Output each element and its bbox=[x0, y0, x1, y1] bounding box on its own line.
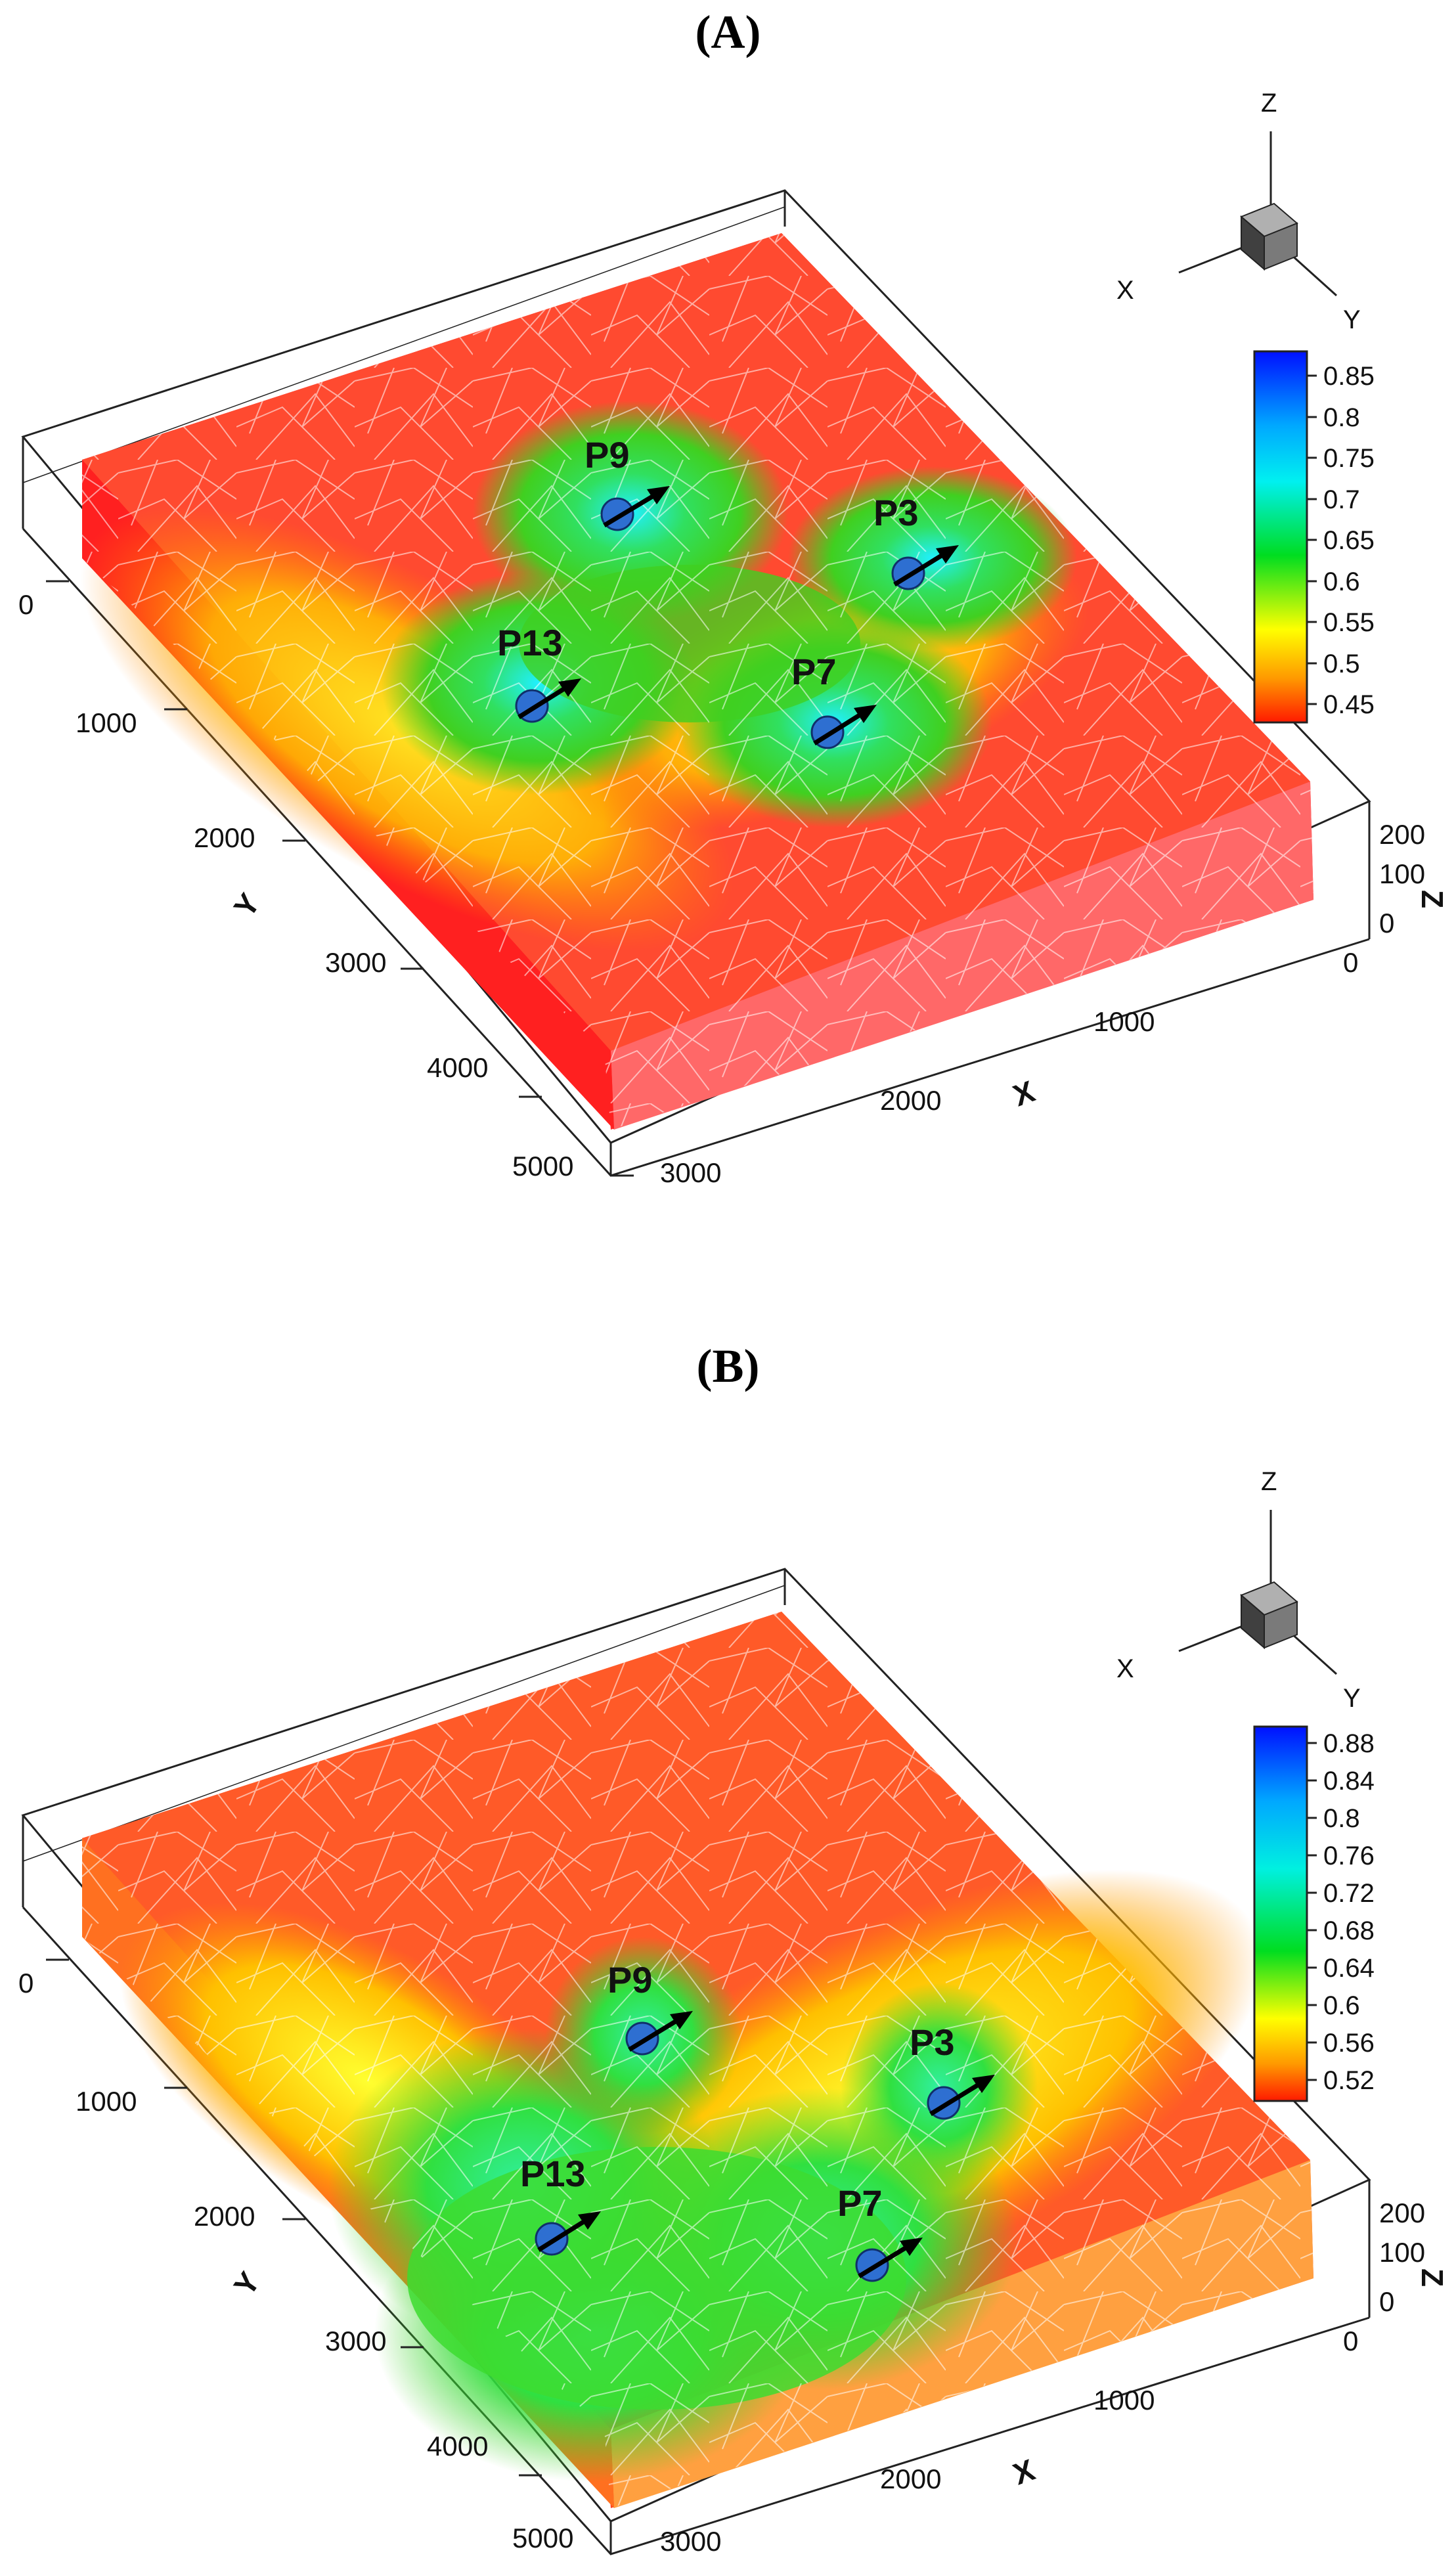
reservoir-block bbox=[82, 1612, 1313, 2508]
triad-y-label: Y bbox=[1343, 305, 1361, 334]
y-tick-0: 0 bbox=[18, 1968, 33, 1998]
y-axis bbox=[46, 580, 634, 1177]
orientation-triad: Z X Y bbox=[1116, 89, 1361, 334]
well-p3: P3 bbox=[873, 492, 959, 590]
well-label-p9: P9 bbox=[607, 1959, 653, 2000]
well-label-p13: P13 bbox=[497, 622, 563, 663]
colorbar-label: 0.7 bbox=[1323, 485, 1360, 514]
z-tick-200: 200 bbox=[1379, 819, 1425, 850]
well-p7: P7 bbox=[791, 651, 877, 749]
panel-b-title: (B) bbox=[0, 1339, 1456, 1394]
x-axis-title: X bbox=[1009, 1074, 1040, 1113]
colorbar-label: 0.85 bbox=[1323, 362, 1375, 391]
y-tick-2000: 2000 bbox=[194, 822, 255, 853]
triad-x-label: X bbox=[1116, 276, 1134, 305]
y-tick-4000: 4000 bbox=[427, 1052, 488, 1083]
colorbar-label: 0.8 bbox=[1323, 1804, 1360, 1833]
y-tick-3000: 3000 bbox=[325, 2326, 386, 2356]
colorbar-label: 0.45 bbox=[1323, 690, 1375, 719]
y-tick-0: 0 bbox=[18, 589, 33, 620]
well-label-p13: P13 bbox=[520, 2153, 586, 2194]
well-label-p7: P7 bbox=[837, 2182, 883, 2224]
panel-b-letter: B bbox=[712, 1340, 744, 1392]
z-tick-0: 0 bbox=[1379, 2286, 1394, 2317]
colorbar: 0.88 0.84 0.8 0.76 0.72 0.68 0.64 0.6 0.… bbox=[1253, 1725, 1375, 2102]
colorbar-label: 0.84 bbox=[1323, 1767, 1375, 1796]
well-label-p3: P3 bbox=[910, 2021, 955, 2063]
y-axis-title: Y bbox=[227, 2266, 267, 2302]
colorbar-label: 0.8 bbox=[1323, 403, 1360, 432]
colorbar: 0.85 0.8 0.75 0.7 0.65 0.6 0.55 0.5 0.45 bbox=[1253, 350, 1375, 724]
z-tick-100: 100 bbox=[1379, 2237, 1425, 2268]
well-p13: P13 bbox=[520, 2153, 601, 2256]
x-tick-3000: 3000 bbox=[660, 2526, 721, 2557]
triad-x-label: X bbox=[1116, 1654, 1134, 1683]
panel-b: (B) bbox=[0, 1280, 1456, 2560]
colorbar-label: 0.5 bbox=[1323, 650, 1360, 678]
y-tick-5000: 5000 bbox=[512, 2523, 573, 2553]
colorbar-label: 0.56 bbox=[1323, 2029, 1375, 2058]
well-markers: P9 P3 P13 P7 bbox=[497, 434, 959, 749]
reservoir-block bbox=[80, 233, 1313, 1130]
well-p9: P9 bbox=[585, 434, 670, 531]
triad-z-label: Z bbox=[1261, 1467, 1277, 1496]
well-markers: P9 P3 P13 P7 bbox=[520, 1959, 995, 2282]
colorbar-label: 0.6 bbox=[1323, 1991, 1360, 2020]
well-p3: P3 bbox=[910, 2021, 995, 2120]
colorbar-label: 0.52 bbox=[1323, 2066, 1375, 2095]
triad-z-label: Z bbox=[1261, 89, 1277, 118]
colorbar-label: 0.6 bbox=[1323, 567, 1360, 596]
z-axis-title: Z bbox=[1415, 2268, 1449, 2287]
x-tick-0: 0 bbox=[1343, 947, 1358, 978]
title-paren-close: ) bbox=[743, 1340, 760, 1392]
well-label-p9: P9 bbox=[585, 434, 630, 475]
x-tick-3000: 3000 bbox=[660, 1157, 721, 1188]
well-label-p7: P7 bbox=[791, 651, 837, 692]
x-tick-1000: 1000 bbox=[1093, 1006, 1155, 1037]
well-p13: P13 bbox=[497, 622, 581, 723]
y-tick-1000: 1000 bbox=[76, 2086, 137, 2117]
x-axis-title: X bbox=[1009, 2452, 1040, 2491]
z-tick-200: 200 bbox=[1379, 2197, 1425, 2228]
y-tick-3000: 3000 bbox=[325, 947, 386, 978]
well-p9: P9 bbox=[607, 1959, 693, 2056]
title-paren-open: ( bbox=[696, 1340, 713, 1392]
x-tick-0: 0 bbox=[1343, 2326, 1358, 2356]
x-tick-2000: 2000 bbox=[880, 1085, 941, 1116]
z-tick-100: 100 bbox=[1379, 858, 1425, 889]
colorbar-label: 0.68 bbox=[1323, 1916, 1375, 1945]
colorbar-label: 0.76 bbox=[1323, 1842, 1375, 1870]
y-axis bbox=[46, 1958, 542, 2477]
x-tick-1000: 1000 bbox=[1093, 2385, 1155, 2416]
panel-b-plot: P9 P3 P13 P7 bbox=[18, 1467, 1449, 2557]
colorbar-label: 0.88 bbox=[1323, 1729, 1375, 1758]
well-label-p3: P3 bbox=[873, 492, 919, 533]
y-axis-title: Y bbox=[227, 887, 267, 923]
orientation-triad: Z X Y bbox=[1116, 1467, 1361, 1713]
y-tick-5000: 5000 bbox=[512, 1151, 573, 1181]
triad-y-label: Y bbox=[1343, 1684, 1361, 1713]
y-tick-4000: 4000 bbox=[427, 2431, 488, 2461]
colorbar-label: 0.64 bbox=[1323, 1954, 1375, 1983]
x-tick-2000: 2000 bbox=[880, 2463, 941, 2494]
z-axis-title: Z bbox=[1415, 890, 1449, 908]
panel-a-title: (A) bbox=[0, 5, 1456, 60]
title-paren-close: ) bbox=[745, 6, 761, 58]
panel-a: (A) bbox=[0, 5, 1456, 1188]
title-paren-open: ( bbox=[695, 6, 711, 58]
well-p7: P7 bbox=[837, 2182, 923, 2282]
colorbar-label: 0.72 bbox=[1323, 1879, 1375, 1908]
colorbar-label: 0.65 bbox=[1323, 526, 1375, 555]
panel-a-plot: P9 P3 P13 P7 bbox=[18, 89, 1449, 1188]
colorbar-label: 0.55 bbox=[1323, 608, 1375, 637]
y-tick-1000: 1000 bbox=[76, 707, 137, 738]
colorbar-label: 0.75 bbox=[1323, 444, 1375, 473]
y-tick-2000: 2000 bbox=[194, 2201, 255, 2232]
z-tick-0: 0 bbox=[1379, 908, 1394, 938]
panel-a-letter: A bbox=[711, 6, 745, 58]
